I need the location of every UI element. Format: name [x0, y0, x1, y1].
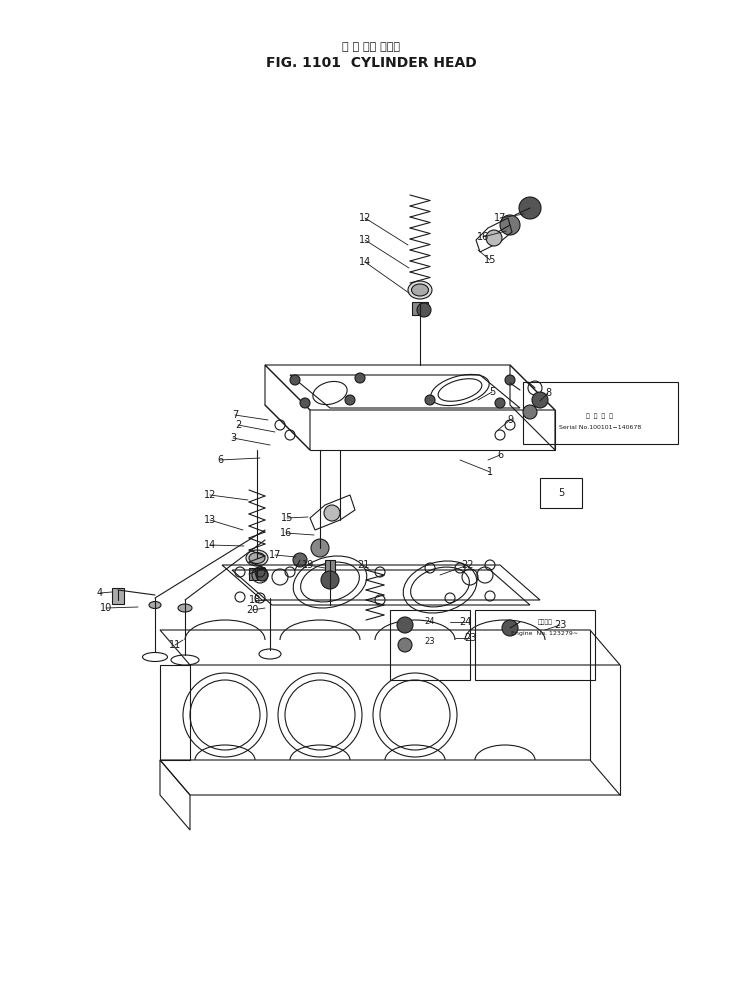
Text: 7: 7 [232, 410, 238, 420]
Text: 適  用  年  号: 適 用 年 号 [586, 413, 614, 418]
Text: 4: 4 [97, 588, 103, 598]
Text: シ リ ンダ ヘッド: シ リ ンダ ヘッド [342, 42, 400, 52]
Circle shape [324, 505, 340, 521]
Text: 16: 16 [477, 232, 489, 242]
Bar [523, 382, 678, 444]
Text: 20: 20 [246, 605, 258, 615]
Bar [390, 610, 470, 680]
Circle shape [321, 571, 339, 589]
Circle shape [505, 375, 515, 385]
Text: 9: 9 [507, 415, 513, 425]
Circle shape [345, 395, 355, 405]
Bar [112, 588, 124, 604]
Text: 23: 23 [554, 620, 566, 630]
Text: 24: 24 [459, 617, 471, 627]
Text: 13: 13 [204, 515, 216, 525]
Text: 5: 5 [558, 488, 564, 498]
Text: Serial No.100101−140678: Serial No.100101−140678 [559, 424, 641, 429]
Text: 12: 12 [204, 490, 216, 500]
Text: 13: 13 [359, 235, 371, 245]
Text: 15: 15 [281, 513, 293, 523]
Text: 2: 2 [235, 420, 241, 430]
Circle shape [290, 375, 300, 385]
Bar [412, 302, 428, 315]
Text: 3: 3 [230, 433, 236, 443]
Circle shape [256, 569, 268, 581]
Circle shape [300, 398, 310, 408]
Circle shape [502, 620, 518, 636]
Text: 18: 18 [249, 595, 261, 605]
Ellipse shape [412, 284, 429, 296]
Text: 10: 10 [100, 603, 112, 613]
Circle shape [486, 230, 502, 246]
Circle shape [532, 392, 548, 408]
Text: 6: 6 [497, 450, 503, 460]
Bar [249, 568, 265, 580]
Text: Engine  No. 123279∼: Engine No. 123279∼ [511, 630, 579, 635]
Text: 17: 17 [494, 213, 506, 223]
Text: 1: 1 [487, 467, 493, 477]
Text: 12: 12 [359, 213, 372, 223]
Circle shape [495, 398, 505, 408]
Text: 5: 5 [489, 387, 495, 397]
Text: 適用年号: 適用年号 [537, 620, 553, 625]
Circle shape [523, 405, 537, 419]
Ellipse shape [408, 281, 432, 299]
Text: 15: 15 [484, 255, 496, 265]
Text: 21: 21 [357, 560, 369, 570]
Text: 14: 14 [204, 540, 216, 550]
Text: 23: 23 [464, 633, 476, 643]
Circle shape [311, 539, 329, 557]
Circle shape [293, 553, 307, 567]
Bar [475, 610, 595, 680]
Text: 22: 22 [461, 560, 474, 570]
Circle shape [398, 638, 412, 652]
Circle shape [425, 395, 435, 405]
Circle shape [355, 373, 365, 383]
Circle shape [397, 617, 413, 633]
Text: 8: 8 [545, 388, 551, 398]
Text: 11: 11 [169, 640, 181, 650]
Text: 19: 19 [302, 560, 314, 570]
Bar [325, 560, 335, 580]
Text: 24: 24 [425, 618, 435, 627]
Ellipse shape [249, 553, 265, 564]
Text: 23: 23 [425, 637, 435, 646]
Circle shape [519, 197, 541, 219]
Ellipse shape [178, 604, 192, 612]
Bar [540, 478, 582, 508]
Text: FIG. 1101  CYLINDER HEAD: FIG. 1101 CYLINDER HEAD [266, 56, 476, 70]
Circle shape [500, 215, 520, 235]
Text: 16: 16 [280, 528, 292, 538]
Text: 14: 14 [359, 257, 371, 267]
Ellipse shape [246, 550, 268, 566]
Text: 6: 6 [217, 455, 223, 465]
Circle shape [417, 303, 431, 317]
Ellipse shape [149, 602, 161, 609]
Text: 17: 17 [269, 550, 281, 560]
